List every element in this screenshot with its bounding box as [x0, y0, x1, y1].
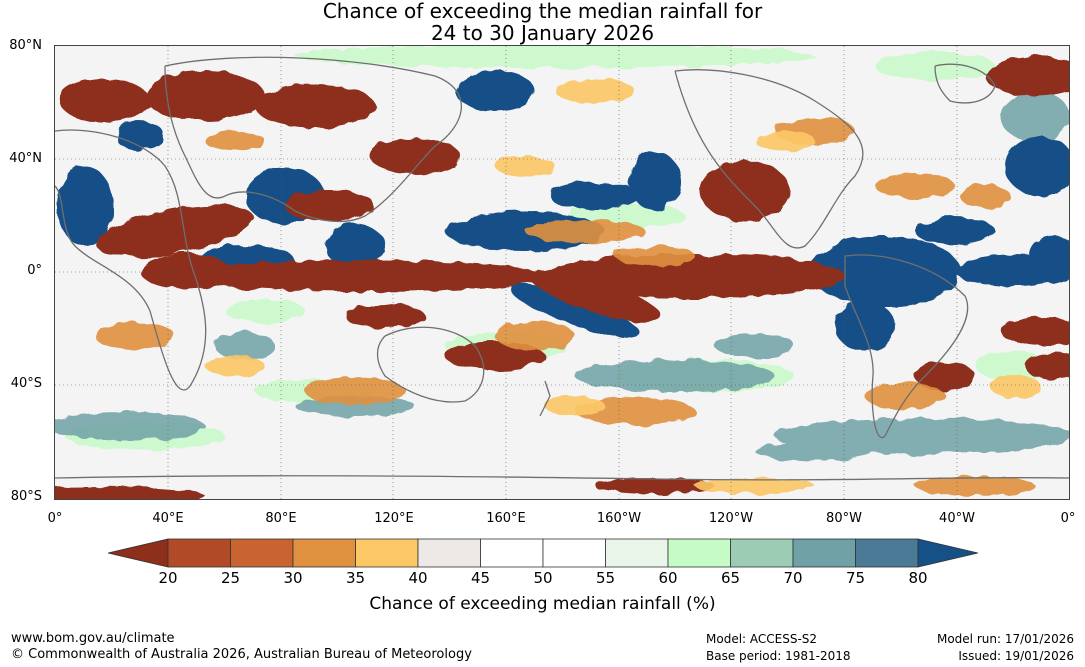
- lon-label-160e: 160°E: [486, 511, 526, 526]
- lon-label-40w: 40°W: [939, 511, 975, 526]
- lat-label-40n: 40°N: [9, 151, 42, 166]
- colorbar-label: Chance of exceeding median rainfall (%): [369, 594, 716, 614]
- colorbar-extend-high: [917, 538, 978, 568]
- lat-label-80s: 80°S: [10, 489, 42, 504]
- lat-label-equator: 0°: [27, 263, 42, 278]
- colorbar-tick-label: 30: [283, 569, 303, 587]
- colorbar-tick-label: 55: [595, 569, 616, 587]
- colorbar: [108, 538, 978, 568]
- map-title: Chance of exceeding the median rainfall …: [0, 0, 1085, 44]
- colorbar-tick-label: 50: [533, 569, 553, 587]
- colorbar-segment: [417, 538, 481, 568]
- lat-label-40s: 40°S: [10, 376, 42, 391]
- colorbar-tick-label: 40: [408, 569, 428, 587]
- coastlines: [55, 56, 1069, 481]
- colorbar-segment: [855, 538, 919, 568]
- title-line-1: Chance of exceeding the median rainfall …: [322, 0, 763, 23]
- colorbar-tick-label: 45: [470, 569, 491, 587]
- colorbar-tick-label: 80: [908, 569, 928, 587]
- rainfall-map-canvas: [55, 46, 1069, 499]
- lon-label-160w: 160°W: [596, 511, 642, 526]
- rainfall-map: [54, 45, 1070, 500]
- colorbar-segment: [167, 538, 231, 568]
- lon-label-120w: 120°W: [708, 511, 754, 526]
- title-line-2: 24 to 30 January 2026: [430, 21, 655, 45]
- colorbar-extend-low: [108, 538, 169, 568]
- colorbar-tick-label: 25: [220, 569, 241, 587]
- lon-label-0: 0°: [47, 511, 63, 526]
- lon-label-360: 0°: [1060, 511, 1076, 526]
- colorbar-segment: [480, 538, 544, 568]
- colorbar-segment: [542, 538, 606, 568]
- colorbar-tick-label: 20: [158, 569, 178, 587]
- anomaly-fields: [55, 46, 1069, 499]
- lon-label-80w: 80°W: [826, 511, 862, 526]
- footer-issued: Issued: 19/01/2026: [958, 649, 1074, 663]
- colorbar-tick-label: 35: [345, 569, 366, 587]
- lon-label-40e: 40°E: [152, 511, 184, 526]
- colorbar-segment: [667, 538, 731, 568]
- colorbar-tick-label: 75: [845, 569, 866, 587]
- footer-base-period: Base period: 1981-2018: [706, 649, 851, 663]
- footer-url: www.bom.gov.au/climate: [11, 631, 175, 646]
- lon-label-80e: 80°E: [265, 511, 297, 526]
- colorbar-segment: [792, 538, 856, 568]
- footer-copyright: © Commonwealth of Australia 2026, Austra…: [11, 647, 472, 662]
- footer-model: Model: ACCESS-S2: [706, 632, 818, 646]
- colorbar-segment: [230, 538, 294, 568]
- colorbar-segment: [355, 538, 419, 568]
- colorbar-segment: [292, 538, 356, 568]
- colorbar-tick-label: 60: [658, 569, 678, 587]
- gridlines: [55, 46, 1069, 499]
- colorbar-segment: [730, 538, 794, 568]
- colorbar-tick-label: 70: [783, 569, 803, 587]
- footer-model-run: Model run: 17/01/2026: [936, 632, 1074, 646]
- colorbar-segment: [605, 538, 669, 568]
- colorbar-tick-label: 65: [720, 569, 741, 587]
- lon-label-120e: 120°E: [374, 511, 414, 526]
- lat-label-80n: 80°N: [9, 38, 42, 53]
